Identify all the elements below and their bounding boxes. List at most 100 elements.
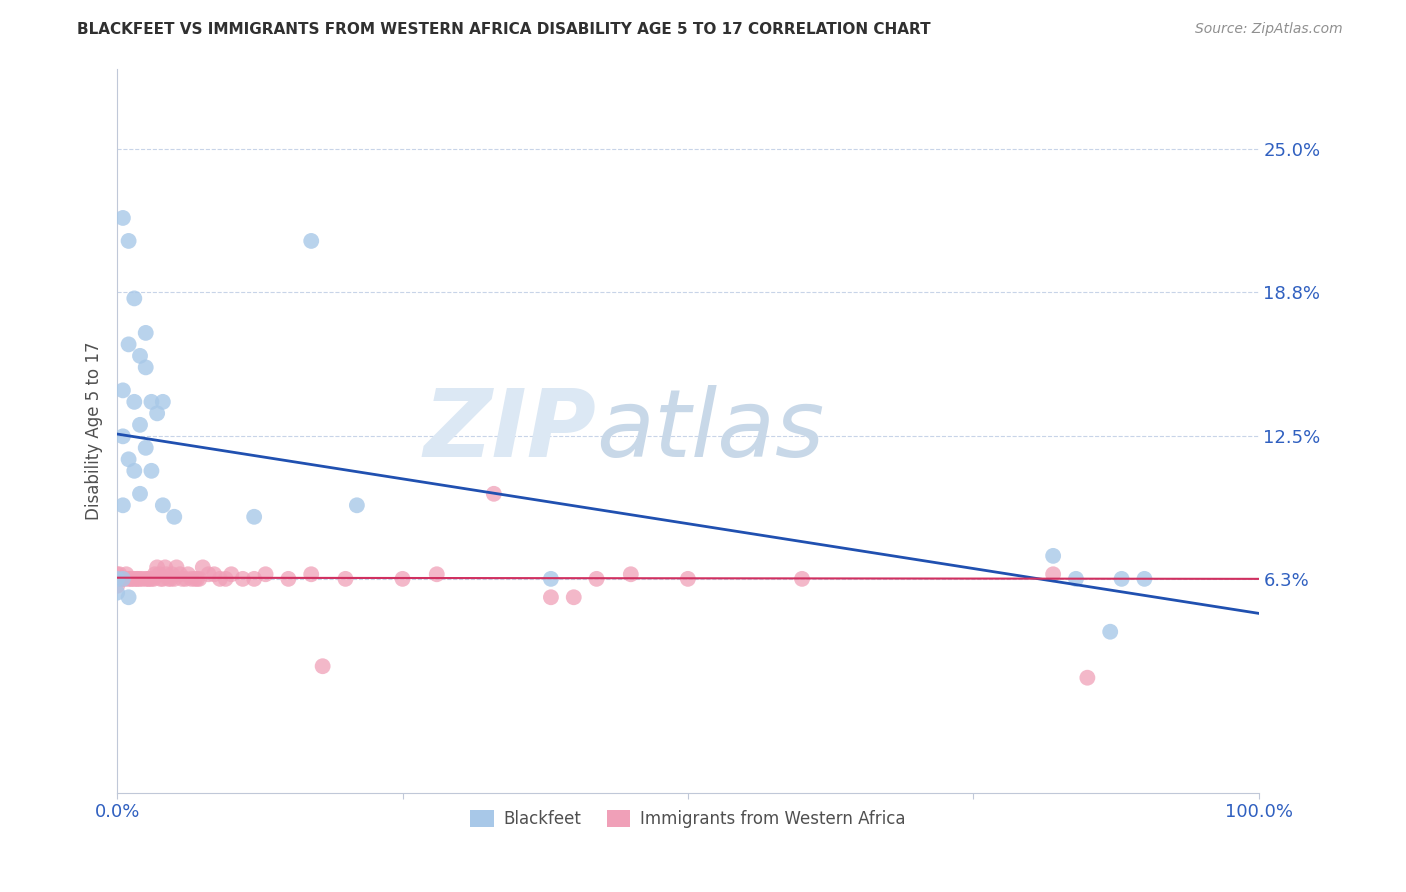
Immigrants from Western Africa	[157, 572, 180, 586]
Blackfeet	[141, 395, 163, 409]
Blackfeet	[124, 292, 146, 306]
Immigrants from Western Africa	[136, 572, 159, 586]
Immigrants from Western Africa	[105, 579, 128, 593]
Immigrants from Western Africa	[135, 572, 157, 586]
Immigrants from Western Africa	[1076, 671, 1098, 685]
Immigrants from Western Africa	[153, 560, 176, 574]
Immigrants from Western Africa	[142, 572, 165, 586]
Blackfeet	[111, 211, 134, 225]
Blackfeet	[163, 509, 186, 524]
Immigrants from Western Africa	[131, 572, 153, 586]
Text: Source: ZipAtlas.com: Source: ZipAtlas.com	[1195, 22, 1343, 37]
Immigrants from Western Africa	[562, 591, 585, 605]
Blackfeet	[146, 406, 169, 420]
Immigrants from Western Africa	[115, 567, 138, 582]
Blackfeet	[141, 464, 163, 478]
Immigrants from Western Africa	[254, 567, 277, 582]
Blackfeet	[117, 337, 139, 351]
Immigrants from Western Africa	[208, 572, 231, 586]
Blackfeet	[111, 572, 134, 586]
Text: BLACKFEET VS IMMIGRANTS FROM WESTERN AFRICA DISABILITY AGE 5 TO 17 CORRELATION C: BLACKFEET VS IMMIGRANTS FROM WESTERN AFR…	[77, 22, 931, 37]
Blackfeet	[105, 585, 128, 599]
Blackfeet	[299, 234, 322, 248]
Immigrants from Western Africa	[111, 572, 134, 586]
Immigrants from Western Africa	[243, 572, 266, 586]
Immigrants from Western Africa	[180, 572, 202, 586]
Immigrants from Western Africa	[299, 567, 322, 582]
Immigrants from Western Africa	[108, 567, 131, 582]
Immigrants from Western Africa	[160, 567, 183, 582]
Immigrants from Western Africa	[426, 567, 449, 582]
Text: atlas: atlas	[596, 385, 825, 476]
Immigrants from Western Africa	[277, 572, 299, 586]
Text: ZIP: ZIP	[423, 384, 596, 476]
Blackfeet	[117, 234, 139, 248]
Immigrants from Western Africa	[172, 572, 194, 586]
Blackfeet	[129, 417, 152, 432]
Immigrants from Western Africa	[214, 572, 236, 586]
Y-axis label: Disability Age 5 to 17: Disability Age 5 to 17	[86, 342, 103, 520]
Immigrants from Western Africa	[163, 572, 186, 586]
Legend: Blackfeet, Immigrants from Western Africa: Blackfeet, Immigrants from Western Afric…	[464, 804, 912, 835]
Immigrants from Western Africa	[202, 567, 225, 582]
Immigrants from Western Africa	[676, 572, 699, 586]
Immigrants from Western Africa	[191, 560, 214, 574]
Blackfeet	[1133, 572, 1156, 586]
Blackfeet	[135, 360, 157, 375]
Blackfeet	[124, 395, 146, 409]
Blackfeet	[111, 384, 134, 398]
Immigrants from Western Africa	[114, 572, 136, 586]
Immigrants from Western Africa	[105, 567, 128, 582]
Blackfeet	[152, 395, 174, 409]
Blackfeet	[117, 452, 139, 467]
Immigrants from Western Africa	[160, 572, 183, 586]
Blackfeet	[105, 572, 128, 586]
Immigrants from Western Africa	[585, 572, 607, 586]
Immigrants from Western Africa	[221, 567, 243, 582]
Blackfeet	[117, 591, 139, 605]
Blackfeet	[1064, 572, 1087, 586]
Immigrants from Western Africa	[138, 572, 160, 586]
Immigrants from Western Africa	[121, 572, 143, 586]
Blackfeet	[111, 429, 134, 443]
Immigrants from Western Africa	[166, 560, 188, 574]
Blackfeet	[1042, 549, 1064, 563]
Immigrants from Western Africa	[127, 572, 149, 586]
Immigrants from Western Africa	[129, 572, 152, 586]
Immigrants from Western Africa	[186, 572, 208, 586]
Immigrants from Western Africa	[188, 572, 211, 586]
Blackfeet	[111, 498, 134, 512]
Immigrants from Western Africa	[146, 560, 169, 574]
Immigrants from Western Africa	[197, 567, 219, 582]
Immigrants from Western Africa	[174, 572, 197, 586]
Immigrants from Western Africa	[125, 572, 148, 586]
Blackfeet	[1099, 624, 1122, 639]
Immigrants from Western Africa	[169, 567, 191, 582]
Blackfeet	[129, 349, 152, 363]
Immigrants from Western Africa	[620, 567, 643, 582]
Blackfeet	[540, 572, 562, 586]
Immigrants from Western Africa	[110, 572, 132, 586]
Immigrants from Western Africa	[124, 572, 146, 586]
Blackfeet	[243, 509, 266, 524]
Immigrants from Western Africa	[143, 567, 166, 582]
Immigrants from Western Africa	[141, 572, 163, 586]
Immigrants from Western Africa	[391, 572, 413, 586]
Immigrants from Western Africa	[232, 572, 254, 586]
Blackfeet	[1111, 572, 1133, 586]
Blackfeet	[129, 487, 152, 501]
Blackfeet	[124, 464, 146, 478]
Immigrants from Western Africa	[155, 567, 177, 582]
Immigrants from Western Africa	[149, 572, 172, 586]
Immigrants from Western Africa	[117, 572, 139, 586]
Blackfeet	[346, 498, 368, 512]
Immigrants from Western Africa	[177, 567, 200, 582]
Immigrants from Western Africa	[120, 572, 142, 586]
Immigrants from Western Africa	[1042, 567, 1064, 582]
Blackfeet	[135, 326, 157, 340]
Immigrants from Western Africa	[152, 572, 174, 586]
Immigrants from Western Africa	[148, 567, 170, 582]
Immigrants from Western Africa	[311, 659, 333, 673]
Blackfeet	[135, 441, 157, 455]
Blackfeet	[152, 498, 174, 512]
